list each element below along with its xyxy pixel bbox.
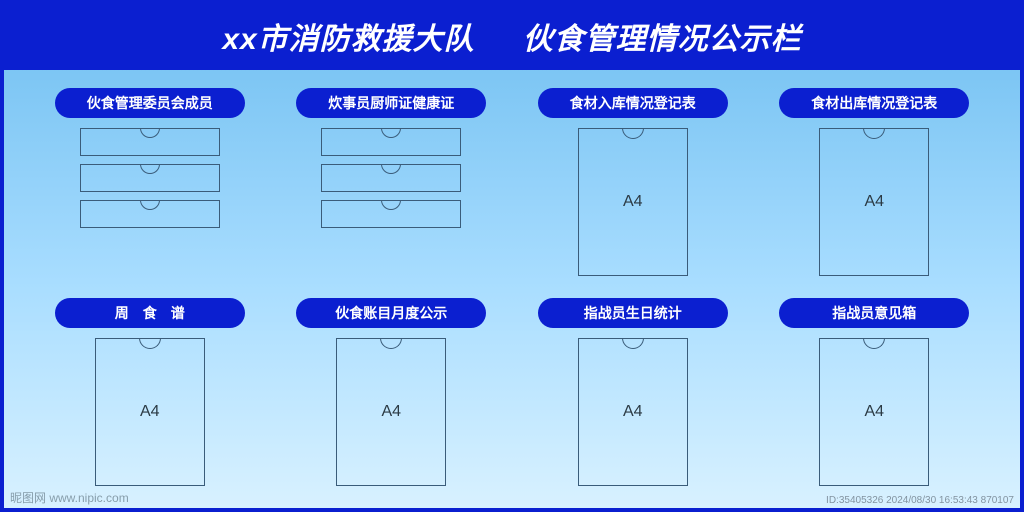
- bulletin-board: xx市消防救援大队 伙食管理情况公示栏 伙食管理委员会成员 炊事员厨师证健康证 …: [0, 0, 1024, 512]
- board-content: 伙食管理委员会成员 炊事员厨师证健康证 食材入库情况登记表 A4: [4, 70, 1020, 508]
- slot-group: A4: [578, 338, 688, 496]
- section-monthly-account: 伙食账目月度公示 A4: [280, 298, 504, 496]
- watermark-text: 昵图网 www.nipic.com: [10, 489, 129, 506]
- slot-label: A4: [381, 403, 401, 421]
- section-committee: 伙食管理委员会成员: [38, 88, 262, 286]
- section-suggestion-box: 指战员意见箱 A4: [763, 298, 987, 496]
- card-slot: [321, 164, 461, 192]
- a4-slot: A4: [819, 338, 929, 486]
- a4-slot: A4: [578, 338, 688, 486]
- section-title: 食材入库情况登记表: [538, 88, 728, 118]
- slot-group: A4: [336, 338, 446, 496]
- slot-label: A4: [864, 403, 884, 421]
- a4-slot: A4: [578, 128, 688, 276]
- card-slot: [80, 128, 220, 156]
- section-title: 指战员意见箱: [779, 298, 969, 328]
- slot-group: [80, 128, 220, 286]
- a4-slot: A4: [95, 338, 205, 486]
- slot-group: [321, 128, 461, 286]
- section-inbound: 食材入库情况登记表 A4: [521, 88, 745, 286]
- section-title: 伙食账目月度公示: [296, 298, 486, 328]
- slot-label: A4: [140, 403, 160, 421]
- slot-group: A4: [95, 338, 205, 496]
- slot-label: A4: [623, 193, 643, 211]
- section-title: 周 食 谱: [55, 298, 245, 328]
- section-weekly-menu: 周 食 谱 A4: [38, 298, 262, 496]
- header-left: xx市消防救援大队: [222, 14, 474, 58]
- a4-slot: A4: [336, 338, 446, 486]
- slot-label: A4: [864, 193, 884, 211]
- slot-group: A4: [578, 128, 688, 286]
- section-title: 指战员生日统计: [538, 298, 728, 328]
- slot-group: A4: [819, 128, 929, 286]
- card-slot: [321, 128, 461, 156]
- section-title: 炊事员厨师证健康证: [296, 88, 486, 118]
- slot-group: A4: [819, 338, 929, 496]
- header-right: 伙食管理情况公示栏: [523, 14, 802, 58]
- section-birthday: 指战员生日统计 A4: [521, 298, 745, 496]
- section-title: 伙食管理委员会成员: [55, 88, 245, 118]
- card-slot: [321, 200, 461, 228]
- card-slot: [80, 200, 220, 228]
- section-title: 食材出库情况登记表: [779, 88, 969, 118]
- section-outbound: 食材出库情况登记表 A4: [763, 88, 987, 286]
- section-health-cert: 炊事员厨师证健康证: [280, 88, 504, 286]
- board-header: xx市消防救援大队 伙食管理情况公示栏: [4, 4, 1020, 70]
- slot-label: A4: [623, 403, 643, 421]
- a4-slot: A4: [819, 128, 929, 276]
- meta-text: ID:35405326 2024/08/30 16:53:43 870107: [826, 495, 1014, 506]
- card-slot: [80, 164, 220, 192]
